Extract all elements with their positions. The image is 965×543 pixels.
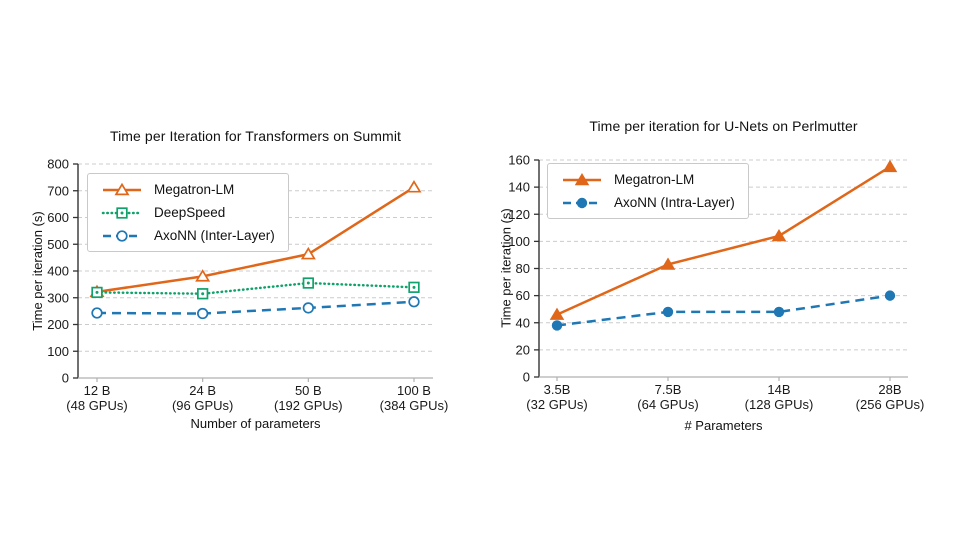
chart-title: Time per iteration for U-Nets on Perlmut… (589, 118, 858, 134)
y-tick-label: 120 (508, 207, 530, 222)
data-point-marker (408, 296, 420, 308)
x-tick-label-line1: 12 B (84, 383, 111, 398)
legend-item: AxoNN (Inter-Layer) (101, 225, 275, 246)
data-point-marker-dot (120, 211, 124, 214)
x-tick-label-line2: (48 GPUs) (66, 398, 127, 413)
y-tick-label: 200 (47, 317, 69, 332)
chart-unets-perlmutter: Time per iteration for U-Nets on Perlmut… (488, 112, 948, 438)
legend-label: Megatron-LM (614, 172, 695, 187)
y-tick-label: 100 (508, 234, 530, 249)
x-tick-label-line2: (384 GPUs) (380, 398, 449, 413)
data-point-marker (574, 172, 590, 185)
data-point-marker (91, 307, 103, 319)
data-point-marker (116, 229, 128, 242)
legend-item: Megatron-LM (101, 179, 275, 200)
x-tick-label-line2: (32 GPUs) (526, 397, 587, 412)
series-line (95, 281, 416, 295)
y-tick-label: 500 (47, 237, 69, 252)
x-tick-label-line1: 28B (878, 382, 901, 397)
y-tick-label: 40 (516, 315, 530, 330)
data-point-marker (195, 269, 211, 282)
series-line (96, 186, 415, 294)
data-point-marker (551, 320, 563, 331)
y-tick-label: 0 (523, 370, 530, 385)
series-line (556, 294, 891, 327)
data-point-marker (882, 159, 898, 173)
y-tick-label: 60 (516, 288, 530, 303)
data-point-marker-dot (95, 290, 99, 294)
y-tick-label: 400 (47, 264, 69, 279)
y-tick-label: 300 (47, 290, 69, 305)
data-point-marker (406, 180, 422, 193)
data-point-marker (884, 290, 896, 301)
y-tick-label: 600 (47, 210, 69, 225)
y-tick-label: 140 (508, 180, 530, 195)
x-tick-label-line1: 24 B (189, 383, 216, 398)
x-tick-label-line2: (192 GPUs) (274, 398, 343, 413)
data-point-marker (576, 197, 588, 208)
legend-item: AxoNN (Intra-Layer) (561, 192, 735, 213)
legend-line-sample (103, 182, 141, 195)
data-point-marker (114, 182, 130, 195)
legend-label: AxoNN (Intra-Layer) (614, 195, 735, 210)
y-tick-label: 100 (47, 344, 69, 359)
x-axis-label: Number of parameters (190, 416, 321, 431)
legend-line-sample (101, 206, 143, 219)
x-tick-label-line1: 7.5B (655, 382, 682, 397)
legend-line-sample (563, 172, 601, 185)
data-point-marker (773, 306, 785, 318)
series-line (556, 165, 891, 316)
data-point-marker (302, 302, 314, 314)
data-point-marker-dot (306, 281, 310, 285)
plot-area: 0 20 40 60 80 100 120 140 160 3.5B(32 GPUs) 7.5B(6… (508, 153, 925, 413)
data-point-marker (771, 228, 787, 242)
x-axis-label: # Parameters (684, 418, 763, 433)
legend-item: Megatron-LM (561, 169, 735, 190)
legend-line-sample (103, 229, 141, 242)
data-point-marker (660, 257, 676, 270)
legend-label: AxoNN (Inter-Layer) (154, 228, 275, 243)
legend-label: Megatron-LM (154, 182, 235, 197)
x-tick-label-line1: 14B (767, 382, 790, 397)
chart-title: Time per Iteration for Transformers on S… (109, 128, 402, 144)
data-point-marker-dot (201, 292, 205, 296)
data-point-marker (300, 246, 316, 260)
x-tick-label-line2: (128 GPUs) (745, 397, 814, 412)
x-tick-label-line1: 3.5B (544, 382, 571, 397)
x-tick-label-line1: 100 B (397, 383, 431, 398)
data-point-marker (662, 306, 674, 318)
x-tick-label-line1: 50 B (295, 383, 322, 398)
y-tick-label: 0 (62, 371, 69, 386)
y-tick-label: 160 (508, 153, 530, 168)
legend: Megatron-LM AxoNN (Intra-Layer) (547, 163, 749, 219)
y-tick-label: 80 (516, 261, 530, 276)
x-tick-label-line2: (64 GPUs) (637, 397, 698, 412)
data-point-marker-dot (412, 285, 416, 289)
legend-line-sample (563, 197, 601, 208)
data-point-marker (549, 307, 565, 320)
x-tick-label-line2: (96 GPUs) (172, 398, 233, 413)
x-tick-label-line2: (256 GPUs) (856, 397, 925, 412)
y-tick-label: 800 (47, 157, 69, 172)
chart-transformers-summit: Time per Iteration for Transformers on S… (20, 122, 475, 440)
y-tick-label: 700 (47, 183, 69, 198)
plot-area: 0 100 200 300 400 500 600 700 800 12 B(48 GPUs) 24… (47, 157, 449, 414)
legend: Megatron-LM DeepSpeed AxoNN (Inter-Layer) (87, 173, 289, 252)
legend-label: DeepSpeed (154, 205, 226, 220)
series-line (96, 300, 415, 315)
y-tick-label: 20 (516, 342, 530, 357)
data-point-marker (197, 307, 209, 320)
legend-item: DeepSpeed (101, 202, 275, 223)
